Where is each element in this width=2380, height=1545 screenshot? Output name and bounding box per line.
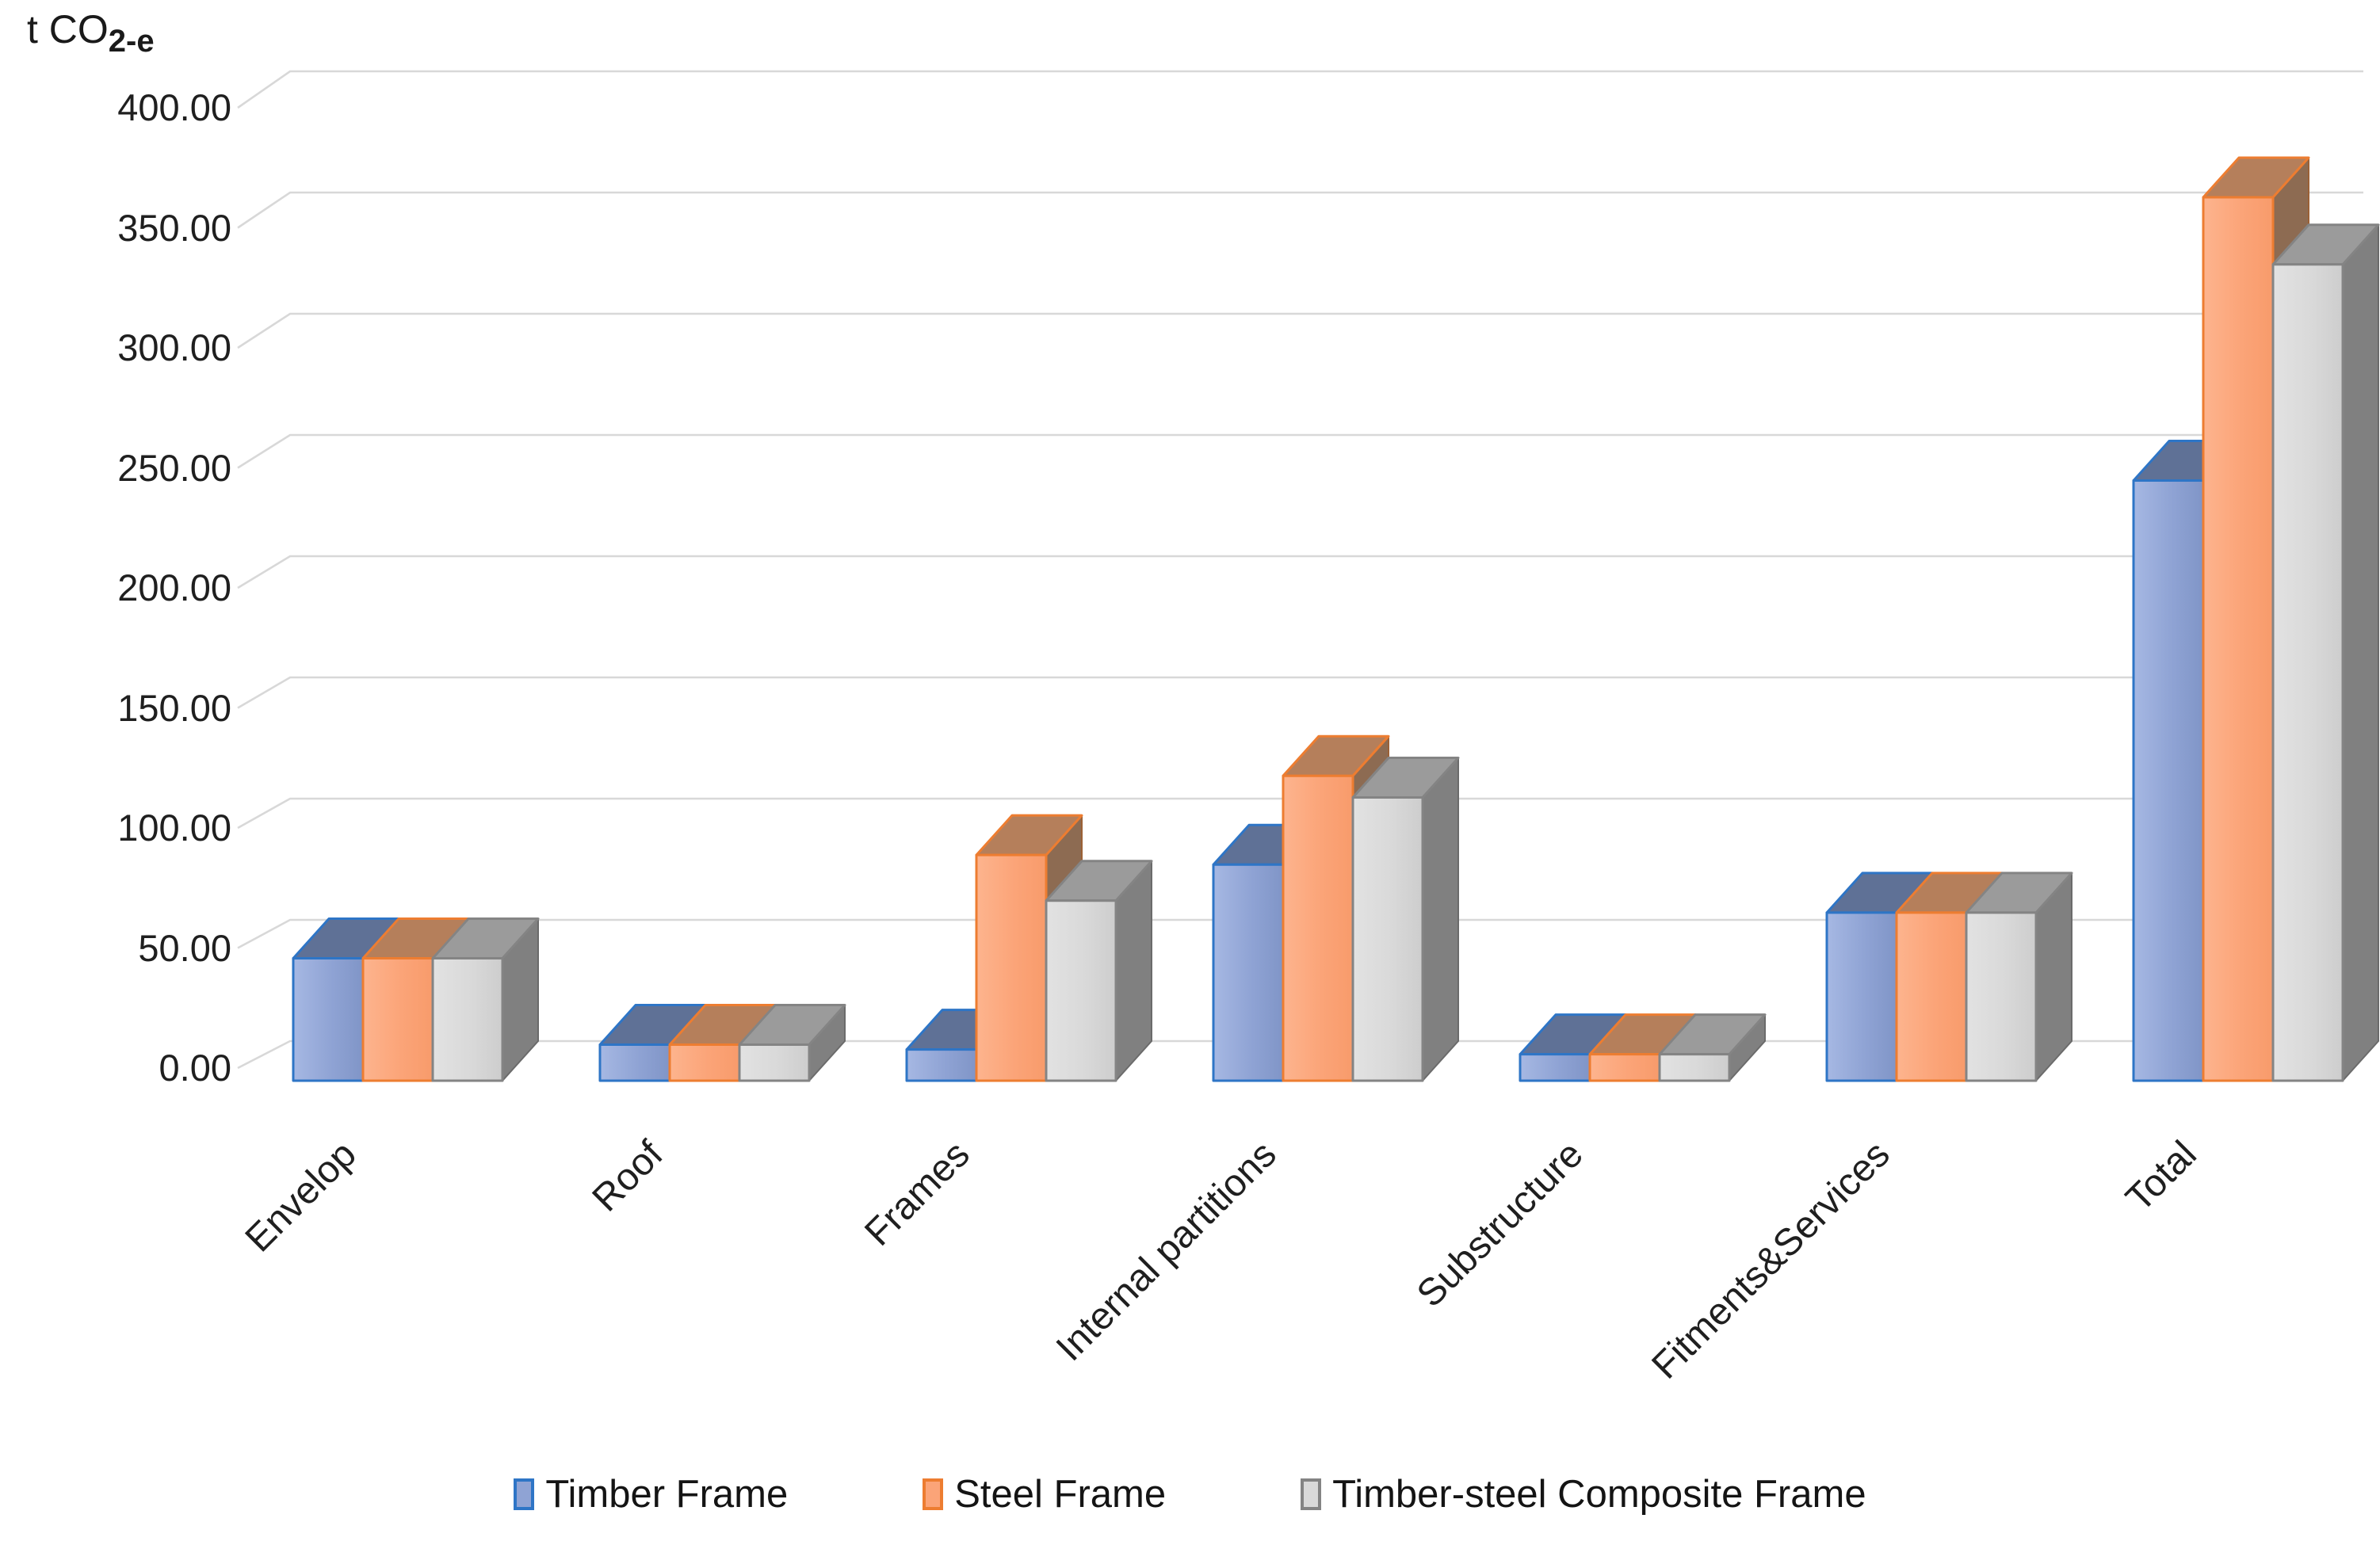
legend-swatch-icon bbox=[923, 1478, 944, 1510]
bar-front-face bbox=[975, 853, 1048, 1082]
gridline bbox=[237, 191, 2363, 229]
y-axis-tick-label: 200.00 bbox=[117, 566, 231, 608]
bar-front-face bbox=[905, 1048, 978, 1082]
bar-front-face bbox=[292, 956, 365, 1082]
bar-front-face bbox=[1351, 795, 1424, 1082]
bar-front-face bbox=[1519, 1053, 1591, 1082]
y-axis-title-main: t CO bbox=[27, 7, 109, 52]
bar-front-face bbox=[1588, 1053, 1661, 1082]
bar-front-face bbox=[2271, 263, 2344, 1082]
bar-front-face bbox=[1658, 1053, 1731, 1082]
bar-front-face bbox=[2132, 479, 2205, 1082]
bar-front-face bbox=[1965, 911, 2038, 1082]
category-axis-labels: Envelop Roof Frames Internal partitions Subs… bbox=[238, 1133, 2205, 1387]
bar-timber-steel-composite-frame-envelop bbox=[431, 917, 540, 1082]
y-axis-title-subscript: 2-e bbox=[108, 24, 155, 59]
bar-front-face bbox=[1045, 899, 1117, 1082]
legend-label: Timber Frame bbox=[545, 1473, 789, 1516]
bar-front-face bbox=[1825, 911, 1898, 1082]
bar-timber-steel-composite-frame-fitments-services bbox=[1965, 872, 2073, 1082]
chart-legend: Timber Frame Steel Frame Timber-steel Comp… bbox=[0, 1472, 2380, 1516]
bar-front-face bbox=[431, 956, 504, 1082]
bar-front-face bbox=[738, 1043, 811, 1082]
bar-front-face bbox=[598, 1043, 671, 1082]
gridline bbox=[237, 312, 2363, 349]
bar-timber-steel-composite-frame-roof bbox=[738, 1004, 846, 1082]
bar-timber-steel-composite-frame-frames bbox=[1045, 860, 1153, 1082]
y-axis-title: t CO2-e bbox=[27, 6, 155, 59]
bar-timber-frame-fitments-services bbox=[1825, 872, 1934, 1082]
gridline bbox=[237, 676, 2363, 709]
x-axis-category-label: Frames bbox=[857, 1133, 978, 1254]
bar-front-face bbox=[668, 1043, 741, 1082]
x-axis-category-label: Roof bbox=[585, 1133, 672, 1220]
bar-front-face bbox=[2202, 196, 2275, 1082]
x-axis-category-label: Fitments&Services bbox=[1644, 1133, 1897, 1387]
bar-timber-steel-composite-frame-substructure bbox=[1658, 1013, 1767, 1082]
legend-swatch-icon bbox=[1301, 1478, 1322, 1510]
gridline bbox=[237, 918, 2363, 949]
y-axis-tick-label: 250.00 bbox=[117, 446, 231, 489]
gridline bbox=[237, 555, 2363, 589]
bar-front-face bbox=[361, 956, 434, 1082]
bar-side-face bbox=[2342, 223, 2379, 1082]
legend-label: Timber-steel Composite Frame bbox=[1332, 1473, 1866, 1516]
bar-front-face bbox=[1212, 863, 1285, 1082]
gridline bbox=[237, 433, 2363, 469]
bar-timber-steel-composite-frame-total bbox=[2271, 223, 2380, 1082]
y-axis-tick-label: 400.00 bbox=[117, 86, 231, 128]
y-axis-tick-label: 300.00 bbox=[117, 326, 231, 368]
y-axis-tick-label: 100.00 bbox=[117, 807, 231, 849]
bars-layer bbox=[292, 156, 2380, 1082]
y-axis-tick-label: 0.00 bbox=[159, 1047, 231, 1089]
y-axis-tick-label: 50.00 bbox=[138, 926, 231, 969]
bar-side-face bbox=[1422, 757, 1459, 1082]
legend-item: Timber-steel Composite Frame bbox=[1301, 1472, 1866, 1516]
legend-swatch-icon bbox=[514, 1478, 535, 1510]
x-axis-category-label: Internal partitions bbox=[1049, 1133, 1285, 1369]
legend-item: Timber Frame bbox=[514, 1472, 788, 1516]
bar-timber-steel-composite-frame-internal-partitions bbox=[1351, 756, 1460, 1082]
y-axis-tick-label: 350.00 bbox=[117, 206, 231, 249]
gridline bbox=[237, 797, 2363, 830]
x-axis-category-label: Envelop bbox=[238, 1133, 365, 1260]
gridlines-layer bbox=[237, 70, 2363, 1070]
bar-front-face bbox=[1895, 911, 1968, 1082]
x-axis-category-label: Total bbox=[2118, 1133, 2205, 1219]
x-axis-category-label: Substructure bbox=[1409, 1133, 1591, 1315]
legend-label: Steel Frame bbox=[954, 1473, 1167, 1516]
gridline bbox=[237, 70, 2363, 109]
y-axis-tick-label: 150.00 bbox=[117, 686, 231, 729]
bar-front-face bbox=[1282, 774, 1354, 1082]
legend-item: Steel Frame bbox=[923, 1472, 1166, 1516]
